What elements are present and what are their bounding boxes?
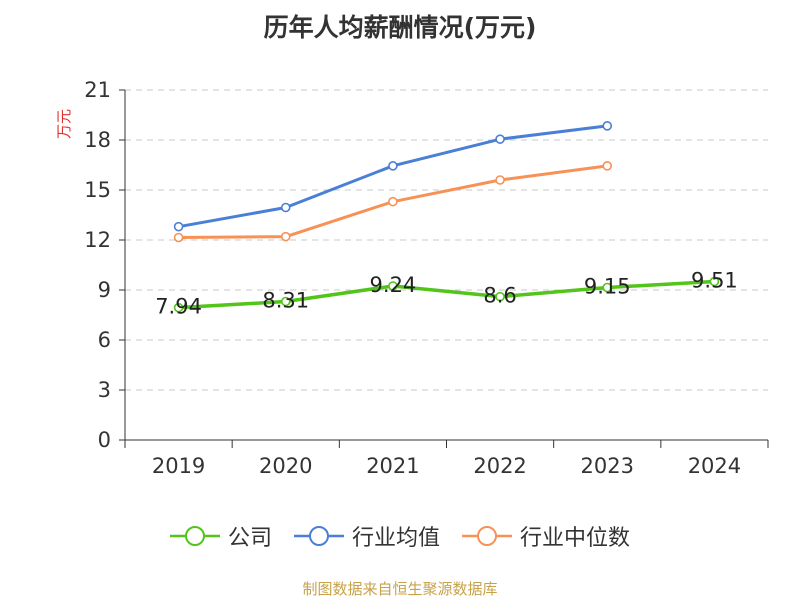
- legend-label: 行业均值: [351, 526, 440, 551]
- x-tick-label: 2019: [152, 454, 205, 478]
- data-point: [280, 231, 291, 242]
- data-point: [280, 202, 291, 213]
- data-label: 8.31: [262, 289, 309, 313]
- series-line: [178, 279, 715, 310]
- legend-marker: [477, 526, 497, 546]
- x-tick-label: 2021: [366, 454, 419, 478]
- data-point: [173, 221, 184, 232]
- source-note: 制图数据来自恒生聚源数据库: [302, 580, 498, 598]
- data-label: 9.24: [370, 273, 417, 297]
- legend: 公司 行业均值 行业中位数: [0, 520, 800, 552]
- x-tick-label: 2023: [581, 454, 634, 478]
- data-point: [495, 134, 505, 144]
- y-tick-label: 6: [98, 328, 111, 352]
- legend-swatch-icon: [293, 526, 344, 546]
- data-point: [173, 232, 184, 243]
- x-tick-label: 2024: [688, 454, 741, 478]
- y-tick-label: 0: [98, 428, 111, 452]
- data-point: [495, 291, 505, 302]
- data-label: 9.15: [584, 275, 631, 299]
- y-tick-label: 18: [84, 128, 111, 152]
- data-point: [602, 161, 613, 171]
- data-label: 7.94: [155, 295, 202, 319]
- data-point: [495, 175, 505, 185]
- data-point: [388, 281, 398, 291]
- series-2: [173, 161, 613, 243]
- chart-title: 历年人均薪酬情况(万元): [263, 13, 537, 42]
- series-0: [173, 276, 720, 313]
- data-point: [280, 296, 291, 307]
- data-point: [602, 121, 613, 131]
- legend-marker: [308, 526, 329, 546]
- axis-layer: 0 3 6 9 12 15 18 21 2019 2020 2021 2022 2023 2024: [84, 78, 769, 478]
- series-line: [178, 124, 608, 229]
- x-tick-label: 2020: [259, 454, 312, 478]
- label-layer: 7.94 8.31 9.24 8.6 9.15 9.51: [155, 269, 738, 319]
- legend-label: 行业中位数: [520, 526, 631, 551]
- data-point: [173, 302, 184, 313]
- data-label: 8.6: [483, 284, 516, 308]
- legend-item[interactable]: 行业中位数: [462, 520, 630, 552]
- data-label: 9.51: [691, 269, 738, 293]
- data-point: [709, 276, 720, 287]
- series-layer: [173, 121, 720, 313]
- legend-swatch-icon: [169, 526, 220, 546]
- grid-layer: [125, 89, 768, 391]
- data-point: [388, 161, 398, 171]
- data-point: [388, 196, 398, 207]
- y-tick-label: 15: [84, 178, 111, 202]
- y-tick-label: 21: [84, 78, 111, 102]
- data-point: [602, 282, 613, 293]
- legend-item[interactable]: 行业均值: [293, 520, 440, 552]
- legend-item[interactable]: 公司: [169, 520, 272, 552]
- series-1: [173, 121, 613, 232]
- y-tick-label: 3: [98, 378, 111, 402]
- legend-label: 公司: [227, 526, 272, 551]
- x-tick-label: 2022: [473, 454, 526, 478]
- y-tick-label: 9: [98, 278, 111, 302]
- legend-marker: [184, 526, 205, 546]
- legend-swatch-icon: [462, 526, 512, 546]
- y-axis-label: 万元: [55, 109, 73, 139]
- y-tick-label: 12: [84, 228, 111, 252]
